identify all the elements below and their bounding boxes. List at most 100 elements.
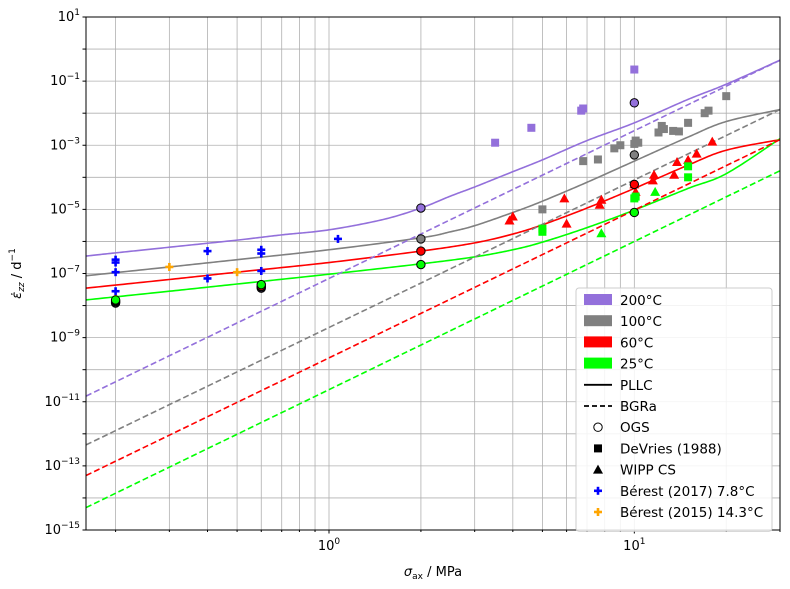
curve-bgra-200c [86,59,780,397]
y-tick-label-exp: −3 [67,136,80,146]
legend-swatch-25c [584,357,612,369]
legend-label: Bérest (2017) 7.8°C [620,484,755,500]
y-axis-label-main: ε̇ [10,292,25,299]
point-b-rest-2017-7-8-c [111,287,120,296]
point-devries-1988 [684,173,693,182]
point-b-rest-2017-7-8-c [111,258,120,267]
y-axis-label-sup: −1 [8,248,18,261]
point-b-rest-2017-7-8-c [333,234,342,243]
curve-bgra-100c [86,108,780,446]
y-axis-label-sub: zz [17,282,27,293]
x-tick-label: 100 [318,537,341,554]
point-wipp-cs [691,148,702,158]
x-tick-label-exp: 0 [334,537,340,547]
point-ogs [256,279,266,290]
y-tick-label-exp: −1 [67,72,80,82]
legend-swatch-60c [584,336,612,348]
y-tick-label-base: 10 [50,331,67,346]
y-tick-label: 10−11 [44,393,80,410]
legend-box [575,287,773,532]
legend-marker-devries-1988- [594,444,602,453]
legend-label: DeVries (1988) [620,441,722,457]
y-tick-label: 10−3 [50,136,80,153]
y-tick-label: 10−15 [44,521,80,538]
y-tick-label-exp: −11 [61,393,80,403]
point-wipp-cs [683,154,694,164]
point-devries-1988 [634,138,643,147]
x-tick-label-base: 10 [318,539,335,554]
legend-label: 100°C [620,314,662,330]
point-ogs [110,295,121,305]
data-markers [110,65,731,308]
point-ogs [416,203,426,213]
point-b-rest-2017-7-8-c [203,247,212,256]
curve-pllc-100c [86,108,780,277]
point-ogs [416,234,426,244]
point-wipp-cs [650,186,661,196]
legend-label: BGRa [620,399,657,415]
point-wipp-cs [669,169,680,179]
curve-pllc-200c [86,59,780,257]
y-tick-label-base: 10 [50,202,67,217]
y-axis-label: ε̇zz / d−1 [8,248,27,299]
point-wipp-cs [559,193,570,203]
x-axis-label-rest: / MPa [423,565,462,580]
y-tick-label: 10−5 [50,200,80,217]
point-devries-1988 [654,128,663,137]
x-axis-label: σax / MPa [404,565,462,582]
legend-label: OGS [620,420,650,436]
point-devries-1988 [593,155,602,164]
point-devries-1988 [722,92,731,101]
point-devries-1988 [630,65,639,74]
point-b-rest-2017-7-8-c [203,274,212,283]
legend-label: 25°C [620,357,653,373]
curve-pllc-25c [86,138,780,301]
point-devries-1988 [669,126,678,135]
legend-swatch-100c [584,315,612,327]
point-devries-1988 [610,144,619,153]
legend-label: Bérest (2015) 14.3°C [620,505,763,521]
y-tick-label-base: 10 [44,459,61,474]
point-devries-1988 [684,118,693,127]
curve-bgra-60c [86,138,780,477]
point-wipp-cs [649,169,660,179]
point-devries-1988 [631,192,640,201]
point-devries-1988 [579,157,588,166]
y-tick-label-base: 10 [58,10,75,25]
legend: 200°C 100°C 60°C 25°C PLLC BGRa OGS DeVries (19… [575,287,773,532]
curve-bgra-25c [86,170,780,509]
point-b-rest-2017-7-8-c [257,249,266,258]
point-ogs [629,150,640,160]
point-devries-1988 [684,162,693,171]
y-tick-label-base: 10 [44,395,61,410]
point-devries-1988 [704,106,713,115]
point-b-rest-2017-7-8-c [257,266,266,275]
point-devries-1988 [674,127,683,136]
y-tick-label-base: 10 [44,523,61,538]
point-ogs [629,207,640,218]
x-tick-label-exp: 1 [640,537,646,547]
x-tick-label: 101 [623,537,645,554]
model-curves [86,59,780,509]
point-devries-1988 [491,138,500,147]
point-devries-1988 [527,123,536,132]
point-wipp-cs [596,228,607,238]
y-tick-label: 10−9 [50,329,80,346]
legend-marker-ogs [593,422,603,432]
y-tick-label-exp: −9 [67,329,81,339]
point-wipp-cs [672,157,683,167]
legend-marker-b-rest-2017-7-8-c [594,486,602,495]
point-ogs [629,179,640,190]
x-tick-label-base: 10 [623,539,640,554]
point-b-rest-2015-14-3-c [233,268,242,277]
y-axis-label-rest: / d [10,261,25,282]
y-tick-label: 10−1 [50,72,80,89]
point-wipp-cs [707,136,718,146]
point-devries-1988 [538,205,547,214]
axis-ticks: 100 10110−1510−1310−1110−910−710−510−310−… [44,8,781,554]
y-tick-label-exp: −7 [67,265,80,275]
y-tick-label-exp: −13 [61,457,80,467]
point-devries-1988 [616,141,625,150]
point-ogs [416,259,426,270]
